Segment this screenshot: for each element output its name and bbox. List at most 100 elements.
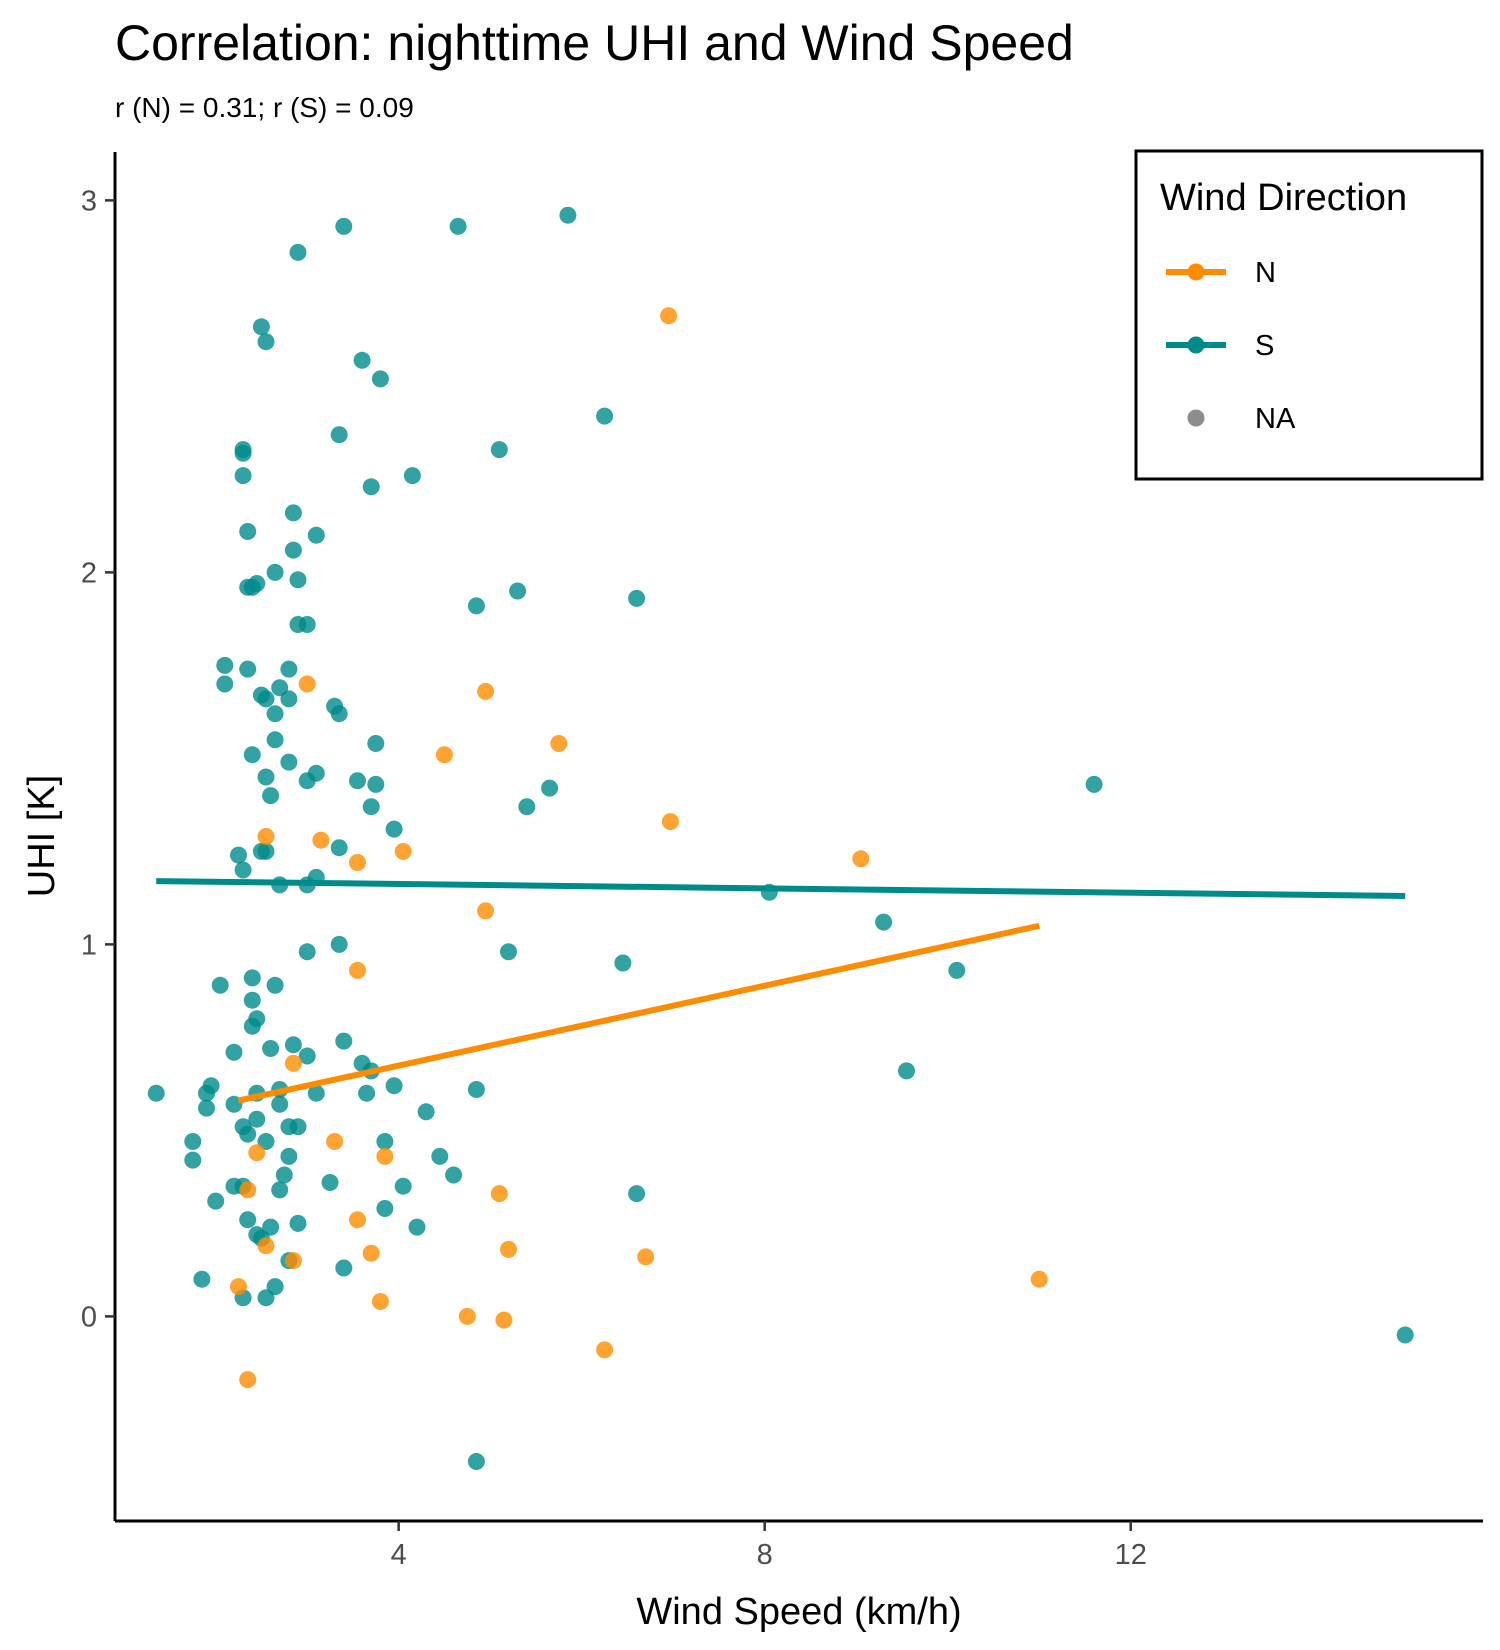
point-s bbox=[243, 1017, 261, 1035]
point-s bbox=[257, 333, 275, 351]
point-s bbox=[614, 954, 632, 972]
point-s bbox=[307, 1084, 325, 1102]
point-s bbox=[1396, 1326, 1414, 1344]
point-s bbox=[248, 575, 266, 592]
legend-label: N bbox=[1255, 257, 1276, 289]
point-s bbox=[193, 1270, 211, 1288]
point-s bbox=[445, 1166, 463, 1184]
point-s bbox=[335, 217, 353, 235]
point-n bbox=[394, 842, 412, 860]
point-s bbox=[518, 798, 536, 816]
point-s bbox=[266, 563, 284, 581]
point-s bbox=[330, 935, 348, 953]
x-tick-label: 12 bbox=[1115, 1539, 1147, 1571]
point-s bbox=[225, 1095, 243, 1113]
point-s bbox=[234, 441, 252, 459]
point-s bbox=[252, 318, 270, 336]
point-s bbox=[284, 541, 302, 559]
point-s bbox=[257, 1133, 275, 1150]
point-s bbox=[1085, 775, 1103, 793]
point-s bbox=[349, 772, 366, 790]
point-n bbox=[660, 307, 678, 325]
point-s bbox=[262, 1040, 280, 1057]
point-n bbox=[349, 961, 366, 979]
legend-label: S bbox=[1255, 330, 1274, 362]
point-n bbox=[349, 1211, 366, 1229]
trend-line-n bbox=[237, 922, 1040, 1104]
y-tick-label: 2 bbox=[81, 557, 97, 589]
point-n bbox=[362, 1244, 380, 1262]
point-n bbox=[284, 1252, 302, 1270]
point-s bbox=[403, 467, 421, 485]
point-s bbox=[417, 1103, 435, 1121]
point-n bbox=[239, 1371, 257, 1389]
point-s bbox=[628, 1185, 646, 1203]
point-n bbox=[435, 746, 453, 764]
point-s bbox=[234, 861, 252, 879]
point-s bbox=[298, 772, 316, 790]
legend-entry-s: S bbox=[1166, 330, 1274, 362]
y-tick-label: 0 bbox=[81, 1301, 97, 1333]
point-s bbox=[431, 1147, 449, 1165]
point-s bbox=[211, 976, 229, 994]
point-s bbox=[298, 943, 316, 961]
point-s bbox=[289, 571, 307, 589]
point-s bbox=[234, 467, 252, 485]
point-n bbox=[596, 1341, 614, 1359]
point-s bbox=[239, 1125, 257, 1143]
chart-subtitle: r (N) = 0.31; r (S) = 0.09 bbox=[115, 92, 414, 123]
y-tick-label: 1 bbox=[81, 929, 97, 961]
point-s bbox=[628, 589, 646, 607]
legend-entry-n: N bbox=[1166, 257, 1276, 289]
point-s bbox=[198, 1099, 215, 1117]
point-s bbox=[266, 705, 284, 723]
point-s bbox=[509, 582, 527, 600]
point-s bbox=[280, 660, 298, 678]
point-s bbox=[243, 991, 261, 1009]
points-layer bbox=[147, 206, 1414, 1470]
legend-entry-na: NA bbox=[1187, 403, 1296, 435]
legend-key-point bbox=[1187, 409, 1205, 427]
x-ticks: 4 8 12 bbox=[391, 1521, 1147, 1571]
point-n bbox=[257, 828, 275, 845]
legend-key-point bbox=[1187, 263, 1205, 281]
point-s bbox=[225, 1043, 243, 1061]
point-s bbox=[307, 526, 325, 544]
point-s bbox=[376, 1133, 394, 1150]
point-s bbox=[262, 1218, 280, 1236]
point-s bbox=[262, 787, 280, 805]
point-n bbox=[1030, 1270, 1048, 1288]
point-n bbox=[495, 1311, 513, 1329]
point-n bbox=[284, 1054, 302, 1072]
point-s bbox=[330, 426, 348, 444]
legend: Wind Direction N S NA bbox=[1134, 149, 1484, 481]
point-s bbox=[248, 1110, 266, 1128]
point-s bbox=[289, 243, 307, 261]
point-s bbox=[271, 1181, 289, 1199]
point-s bbox=[335, 1032, 353, 1050]
trend-line-s bbox=[156, 878, 1406, 899]
point-s bbox=[500, 943, 517, 961]
point-n bbox=[477, 682, 495, 700]
point-s bbox=[335, 1259, 353, 1277]
point-s bbox=[490, 441, 508, 459]
point-n bbox=[376, 1147, 394, 1165]
point-s bbox=[298, 1047, 316, 1065]
point-n bbox=[490, 1185, 508, 1203]
point-n bbox=[298, 675, 316, 693]
point-s bbox=[280, 1147, 298, 1165]
point-s bbox=[280, 753, 298, 771]
point-n bbox=[500, 1240, 517, 1258]
point-s bbox=[266, 731, 284, 749]
point-s bbox=[408, 1218, 426, 1236]
point-s bbox=[596, 407, 614, 425]
point-s bbox=[289, 1214, 307, 1232]
x-tick-label: 4 bbox=[391, 1539, 407, 1571]
point-n bbox=[661, 813, 679, 831]
point-s bbox=[875, 913, 893, 931]
legend-key-point bbox=[1187, 336, 1205, 354]
point-s bbox=[362, 478, 380, 496]
point-s bbox=[289, 1118, 307, 1136]
point-s bbox=[266, 976, 284, 994]
